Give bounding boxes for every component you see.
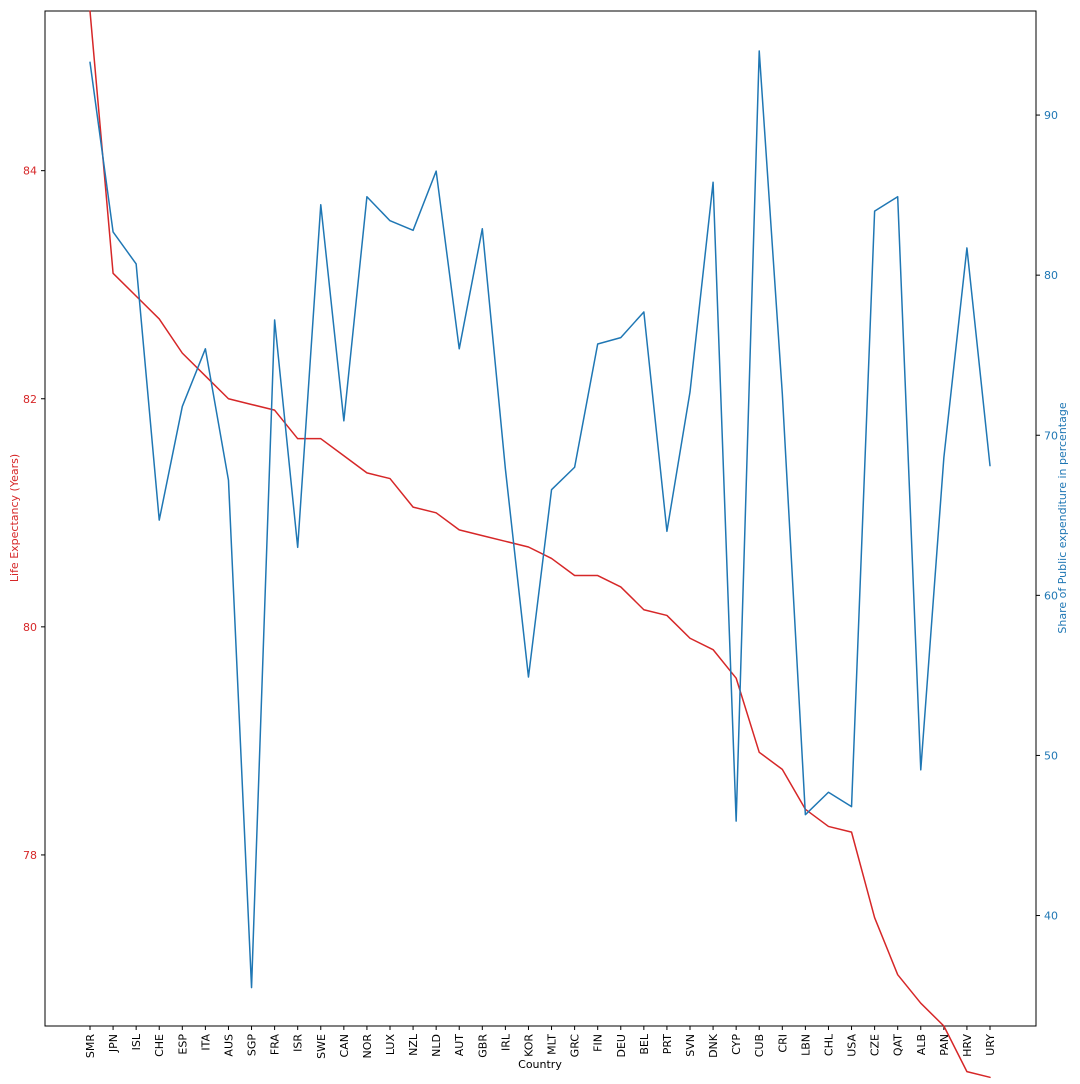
x-tick-label: BEL [638,1033,651,1054]
x-tick-label: NOR [361,1034,374,1059]
left-y-tick-label: 82 [23,393,37,406]
x-tick-label: AUS [222,1034,235,1057]
right-y-tick-label: 70 [1044,429,1058,442]
x-tick-label: CAN [338,1034,351,1057]
left-y-tick-label: 84 [23,165,37,178]
x-tick-label: CRI [776,1034,789,1053]
plot-frame [45,11,1036,1026]
x-tick-label: ALB [915,1034,928,1055]
x-tick-label: ESP [176,1034,189,1055]
left-y-tick-label: 78 [23,849,37,862]
x-tick-label: CHE [153,1034,166,1057]
x-tick-label: SGP [246,1034,259,1057]
x-tick-label: CHL [822,1033,835,1056]
lines-layer [90,11,990,1077]
x-tick-label: NLD [430,1034,443,1057]
x-axis-title: Country [518,1058,562,1071]
x-tick-label: DNK [707,1033,720,1058]
x-tick-label: FRA [269,1034,282,1056]
x-tick-label: GBR [476,1034,489,1058]
x-tick-label: AUT [453,1034,466,1057]
x-tick-label: GRC [569,1034,582,1058]
x-tick-label: ISL [130,1033,143,1050]
x-tick-label: SVN [684,1034,697,1057]
x-tick-label: CUB [753,1034,766,1057]
x-tick-label: FIN [592,1034,605,1052]
x-tick-label: CZE [869,1034,882,1056]
x-tick-label: KOR [522,1034,535,1057]
right-y-tick-label: 90 [1044,109,1058,122]
x-tick-label: SWE [315,1034,328,1059]
right-y-tick-label: 40 [1044,910,1058,923]
x-tick-label: QAT [892,1034,905,1056]
x-tick-label: NZL [407,1033,420,1056]
right-y-tick-label: 60 [1044,589,1058,602]
x-tick-label: LUX [384,1034,397,1056]
x-tick-label: SMR [84,1034,97,1058]
x-tick-label: USA [846,1034,859,1057]
x-tick-label: MLT [546,1034,559,1055]
x-tick-label: ISR [292,1034,305,1052]
left-y-axis-title: Life Expectancy (Years) [8,454,21,582]
x-tick-label: IRL [499,1033,512,1051]
x-tick-label: JPN [107,1034,120,1053]
x-tick-label: LBN [799,1034,812,1056]
life-expectancy-line [90,11,990,1077]
right-y-tick-label: 50 [1044,749,1058,762]
x-tick-label: DEU [615,1034,628,1057]
left-y-tick-label: 80 [23,621,37,634]
x-tick-label: PRT [661,1034,674,1054]
x-tick-label: ITA [199,1034,212,1051]
x-tick-label: CYP [730,1034,743,1055]
x-tick-label: HRV [961,1034,974,1057]
x-tick-label: PAN [938,1034,951,1056]
right-y-tick-label: 80 [1044,269,1058,282]
axes-layer [41,11,1040,1030]
x-tick-label: URY [984,1034,997,1056]
